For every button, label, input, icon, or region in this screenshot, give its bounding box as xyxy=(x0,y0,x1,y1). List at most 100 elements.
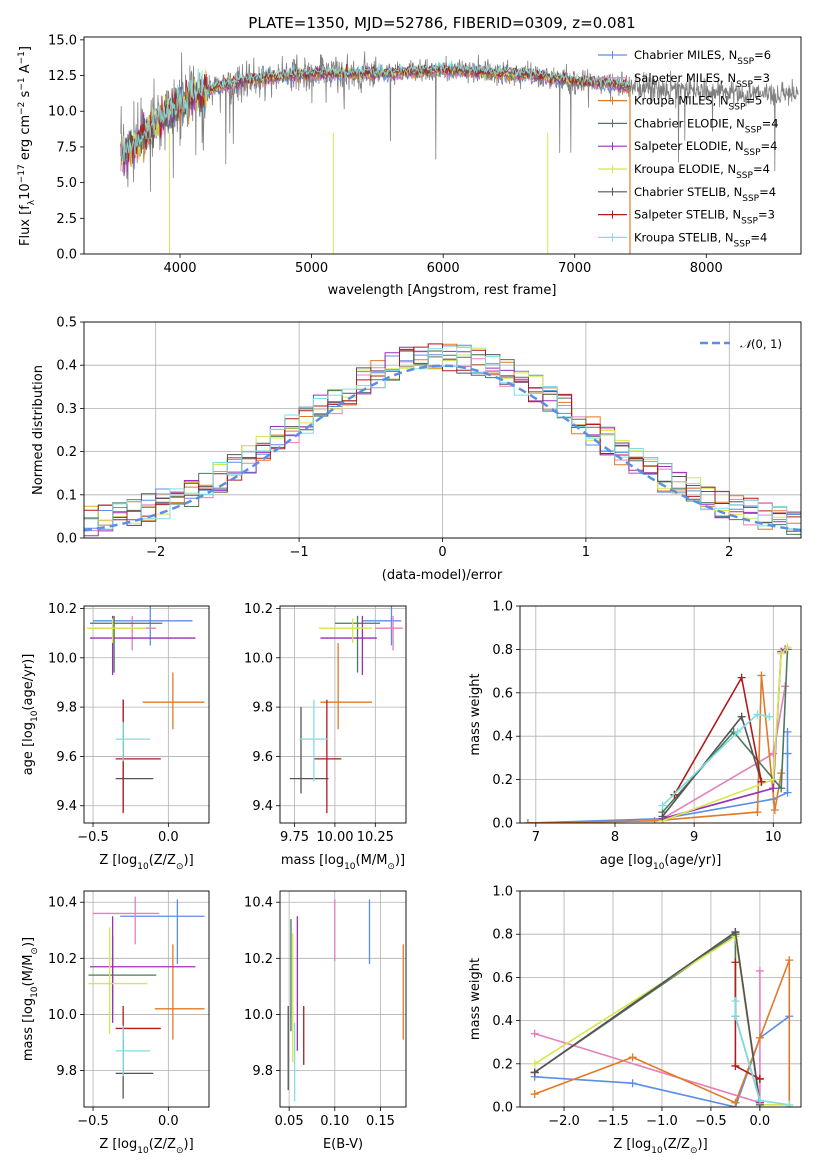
data-point xyxy=(785,1100,794,1107)
y-tick-label: 0.8 xyxy=(492,643,513,658)
y-tick-label: 10.0 xyxy=(48,651,77,666)
mass-vs-ebv-panel: 0.05 0.10 0.15 9.8 10.0 10.2 10.4 E(B-V) xyxy=(244,890,407,1152)
y-tick-label: 0.4 xyxy=(56,359,77,374)
y-tick-label: 10.0 xyxy=(244,651,273,666)
mass-weight-vs-age-panel: 7 8 9 10 0.0 0.2 0.4 0.6 0.8 1.0 age [log10(age/yr… xyxy=(468,600,802,872)
y-tick-label: 0.4 xyxy=(492,730,513,745)
data-point xyxy=(731,997,740,1006)
y-tick-label: 10.4 xyxy=(48,896,77,911)
y-tick-label: 12.5 xyxy=(48,69,77,84)
y-axis-label: age [log10(age/yr)] xyxy=(21,654,40,776)
legend-entry: Chabrier MILES, NSSP=6 xyxy=(634,48,771,67)
x-axis-label: E(B-V) xyxy=(323,1137,363,1152)
x-tick-label: 0.05 xyxy=(275,1114,304,1129)
x-tick-label: 0.15 xyxy=(366,1114,395,1129)
data-point xyxy=(757,777,766,786)
y-tick-label: 0.3 xyxy=(56,402,77,417)
y-tick-label: 9.6 xyxy=(252,750,273,765)
y-tick-label: 9.8 xyxy=(56,1064,77,1079)
x-tick-label: 2 xyxy=(725,545,733,560)
y-tick-label: 0.6 xyxy=(492,686,513,701)
y-tick-label: 0.2 xyxy=(492,773,513,788)
x-axis-label: Z [log10(Z/Z⊙)] xyxy=(613,1137,707,1156)
series-line xyxy=(527,675,782,823)
y-tick-label: 0.0 xyxy=(56,532,77,547)
x-tick-label: 6000 xyxy=(427,261,460,276)
y-tick-label: 5.0 xyxy=(56,176,77,191)
y-tick-label: 1.0 xyxy=(492,885,513,900)
series-line xyxy=(534,959,791,1107)
axes-frame xyxy=(519,890,802,1108)
y-tick-label: 15.0 xyxy=(48,33,77,48)
data-point xyxy=(765,712,774,721)
y-tick-label: 7.5 xyxy=(56,140,77,155)
series-line xyxy=(534,932,761,1101)
x-tick-label: 10.00 xyxy=(316,830,353,845)
y-tick-label: 10.2 xyxy=(244,952,273,967)
data-point xyxy=(777,649,786,658)
axes-frame xyxy=(83,36,802,255)
y-tick-label: 0.0 xyxy=(56,248,77,263)
y-tick-label: 9.8 xyxy=(252,701,273,716)
legend-entry: Salpeter MILES, NSSP=3 xyxy=(634,71,770,90)
data-point xyxy=(731,1061,740,1070)
chart-title: PLATE=1350, MJD=52786, FIBERID=0309, z=0… xyxy=(248,14,635,32)
y-tick-label: 0.2 xyxy=(492,1057,513,1072)
y-tick-label: 1.0 xyxy=(492,600,513,615)
x-tick-label: −0.5 xyxy=(77,1114,109,1129)
x-axis-label: wavelength [Angstrom, rest frame] xyxy=(328,283,557,298)
x-tick-label: −1.5 xyxy=(597,1114,629,1129)
x-tick-label: 9 xyxy=(690,830,698,845)
x-tick-label: 0 xyxy=(438,545,446,560)
y-axis-label: mass [log10(M/M⊙)] xyxy=(21,937,40,1061)
mass-vs-metallicity-panel: −0.5 0.0 9.8 10.0 10.2 10.4 Z [log10(Z/Z⊙)] mas… xyxy=(21,890,210,1156)
y-tick-label: 0.2 xyxy=(56,445,77,460)
data-point xyxy=(755,1096,764,1105)
data-point xyxy=(753,808,762,817)
series-line xyxy=(734,1001,790,1106)
x-tick-label: 10.25 xyxy=(357,830,394,845)
y-tick-label: 10.2 xyxy=(48,952,77,967)
data-point xyxy=(658,801,667,810)
series-line xyxy=(661,715,763,817)
x-tick-label: 7 xyxy=(532,830,540,845)
y-tick-label: 2.5 xyxy=(56,212,77,227)
axes-frame xyxy=(83,890,210,1108)
data-point xyxy=(530,1059,539,1068)
x-tick-label: −0.5 xyxy=(695,1114,727,1129)
series-line xyxy=(527,731,789,823)
axes-frame xyxy=(279,605,407,824)
data-point xyxy=(753,710,762,719)
y-tick-label: 0.4 xyxy=(492,1014,513,1029)
series-line xyxy=(661,713,770,807)
x-tick-label: −1.0 xyxy=(646,1114,678,1129)
x-tick-label: 0.10 xyxy=(320,1114,349,1129)
x-tick-label: 10 xyxy=(765,830,782,845)
mass-weight-vs-metallicity-panel: −2.0 −1.5 −1.0 −0.5 0.0 0.0 0.2 0.4 0.6 0.8 1.0 Z [… xyxy=(468,885,802,1156)
series-line xyxy=(534,1015,790,1107)
data-point xyxy=(530,1068,539,1077)
axes-frame xyxy=(83,321,802,539)
data-point xyxy=(731,1098,740,1107)
residual-histogram xyxy=(84,346,801,530)
legend-entry: Kroupa ELODIE, NSSP=4 xyxy=(634,162,770,181)
data-point xyxy=(628,1079,637,1088)
x-tick-label: 0.0 xyxy=(158,1114,179,1129)
age-vs-metallicity-panel: −0.5 0.0 9.4 9.6 9.8 10.0 10.2 Z [log10(Z/Z⊙)] a… xyxy=(21,602,210,872)
x-tick-label: −2 xyxy=(146,545,165,560)
y-tick-label: 9.8 xyxy=(252,1064,273,1079)
age-vs-mass-panel: 9.75 10.00 10.25 9.4 9.6 9.8 10.0 10.2 mass [log… xyxy=(244,602,407,872)
x-tick-label: −1 xyxy=(290,545,309,560)
legend-entry: Chabrier ELODIE, NSSP=4 xyxy=(634,116,779,135)
x-tick-label: 8000 xyxy=(690,261,723,276)
series-line xyxy=(534,970,761,1104)
data-point xyxy=(737,673,746,682)
y-tick-label: 10.2 xyxy=(244,602,273,617)
data-point xyxy=(755,966,764,975)
data-point xyxy=(731,1012,740,1021)
data-point xyxy=(658,812,667,821)
data-point xyxy=(628,1053,637,1062)
y-axis-label: mass weight xyxy=(468,673,483,755)
x-tick-label: 0.0 xyxy=(750,1114,771,1129)
data-point xyxy=(769,784,778,793)
